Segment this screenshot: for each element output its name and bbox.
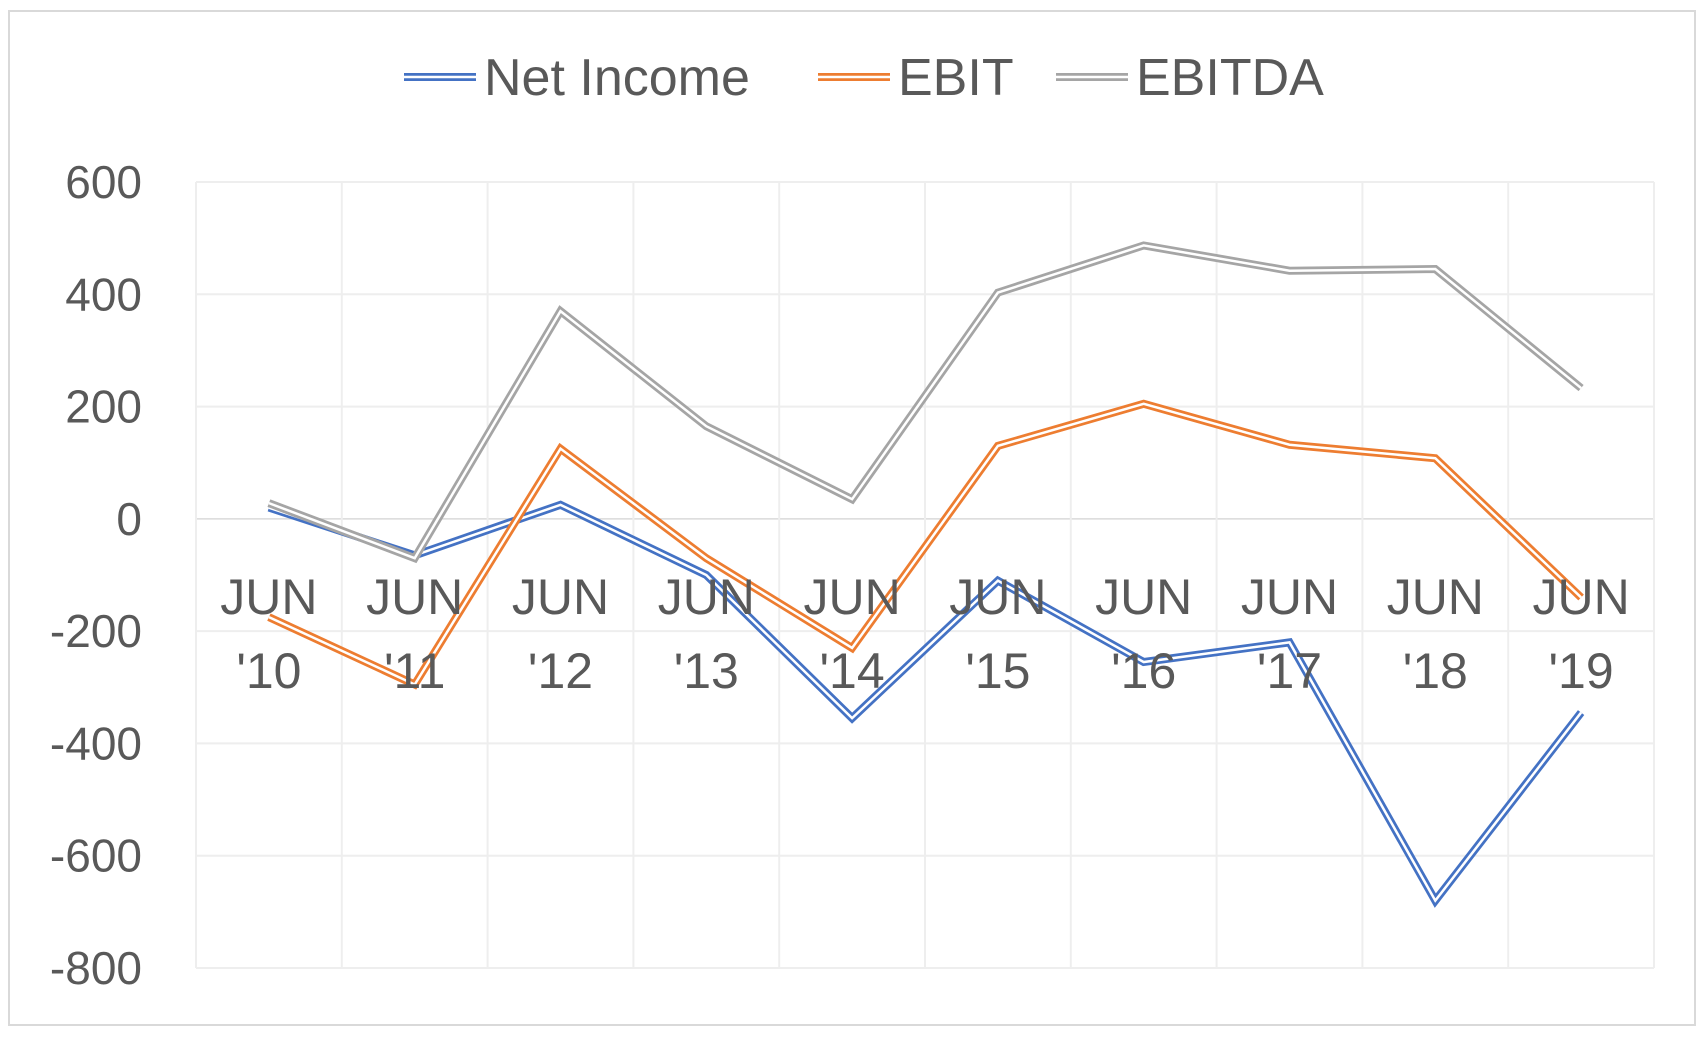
y-tick-label: 200 — [65, 381, 142, 433]
y-tick-label: -600 — [50, 830, 142, 882]
x-tick-label: '11 — [384, 643, 445, 699]
x-tick-label: '18 — [1403, 643, 1468, 699]
x-tick-label: JUN — [1387, 569, 1484, 625]
legend-label: Net Income — [484, 49, 750, 107]
y-tick-label: 600 — [65, 156, 142, 208]
x-tick-label: JUN — [512, 569, 609, 625]
x-tick-label: JUN — [949, 569, 1046, 625]
x-tick-label: JUN — [1095, 569, 1192, 625]
x-tick-label: '10 — [236, 643, 301, 699]
legend-label: EBITDA — [1136, 49, 1324, 107]
x-tick-label: '14 — [820, 643, 885, 699]
x-tick-label: JUN — [220, 569, 317, 625]
y-tick-label: 0 — [116, 493, 142, 545]
y-tick-label: -200 — [50, 605, 142, 657]
x-tick-label: '13 — [674, 643, 739, 699]
x-tick-label: JUN — [803, 569, 900, 625]
x-tick-label: '19 — [1549, 643, 1614, 699]
x-tick-label: JUN — [1241, 569, 1338, 625]
chart-border — [9, 11, 1695, 1025]
x-tick-label: '17 — [1257, 643, 1322, 699]
x-tick-label: '16 — [1111, 643, 1176, 699]
legend-label: EBIT — [898, 49, 1014, 107]
y-tick-label: -400 — [50, 717, 142, 769]
x-tick-label: '12 — [528, 643, 593, 699]
x-tick-label: JUN — [366, 569, 463, 625]
x-tick-label: JUN — [658, 569, 755, 625]
x-tick-label: '15 — [965, 643, 1030, 699]
y-tick-label: -800 — [50, 942, 142, 994]
y-tick-label: 400 — [65, 268, 142, 320]
x-tick-label: JUN — [1532, 569, 1629, 625]
